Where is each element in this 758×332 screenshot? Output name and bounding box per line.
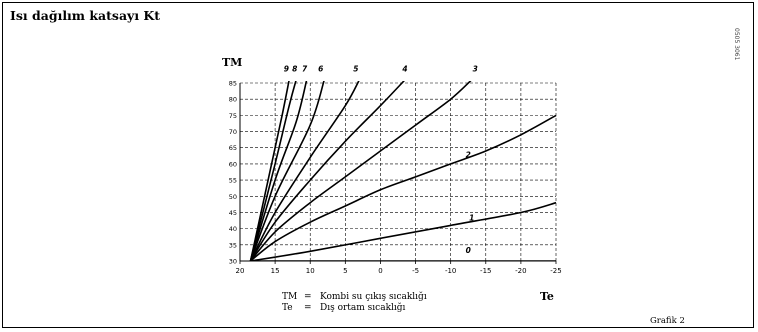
curve-label-7: 7	[302, 65, 308, 74]
x-tick-label: -20	[515, 267, 526, 275]
curve-kt-3	[249, 81, 472, 261]
y-tick-label: 65	[229, 144, 237, 152]
y-tick-label: 70	[229, 128, 237, 136]
x-axis-label: Te	[540, 290, 554, 303]
curves	[249, 81, 557, 261]
x-tick-label: 20	[236, 267, 245, 275]
legend-equals: =	[304, 303, 312, 313]
y-tick-label: 55	[229, 177, 237, 185]
y-tick-label: 50	[229, 193, 237, 201]
curve-kt-5	[249, 81, 360, 261]
y-tick-label: 40	[229, 225, 237, 233]
curve-label-8: 8	[292, 65, 297, 74]
x-tick-label: 10	[306, 267, 315, 275]
curve-label-2: 2	[466, 150, 471, 159]
curve-kt-8	[249, 81, 297, 261]
curve-kt-4	[249, 81, 405, 261]
x-tick-label: -10	[445, 267, 456, 275]
y-tick-label: 30	[229, 258, 237, 266]
y-tick-label: 35	[229, 241, 237, 249]
x-tick-label: 5	[343, 267, 347, 275]
curve-kt-6	[249, 81, 325, 261]
x-tick-label: -25	[550, 267, 561, 275]
curve-kt-1	[250, 201, 557, 261]
legend: TM = Kombi su çıkış sıcaklığı Te = Dış ortam…	[282, 292, 427, 314]
curve-label-4: 4	[402, 65, 407, 74]
curve-label-1: 1	[469, 214, 474, 223]
curve-kt-9	[249, 81, 290, 261]
footer-label: Grafik 2	[650, 316, 685, 326]
y-tick-label: 80	[229, 96, 237, 104]
x-tick-label: -5	[412, 267, 419, 275]
x-tick-label: -15	[480, 267, 491, 275]
curve-label-5: 5	[353, 65, 358, 74]
curve-kt-2	[250, 114, 557, 261]
y-tick-label: 60	[229, 160, 237, 168]
chart-frame	[2, 2, 754, 328]
legend-row-te: Te = Dış ortam sıcaklığı	[282, 303, 427, 314]
y-tick-label: 45	[229, 209, 237, 217]
curve-label-3: 3	[473, 65, 478, 74]
legend-desc: Dış ortam sıcaklığı	[320, 303, 406, 313]
grid-lines	[240, 82, 557, 261]
curve-kt-7	[249, 81, 308, 261]
legend-equals: =	[304, 292, 312, 302]
curve-label-6: 6	[318, 65, 323, 74]
y-tick-label: 75	[229, 112, 237, 120]
x-tick-label: 15	[271, 267, 280, 275]
legend-row-tm: TM = Kombi su çıkış sıcaklığı	[282, 292, 427, 303]
legend-key: TM	[282, 292, 298, 302]
x-tick-label: 0	[378, 267, 382, 275]
curve-label-0: 0	[466, 246, 471, 255]
chart-title: Isı dağılım katsayı Kt	[10, 8, 161, 23]
curve-label-9: 9	[284, 65, 289, 74]
legend-desc: Kombi su çıkış sıcaklığı	[320, 292, 427, 302]
legend-key: Te	[282, 303, 293, 313]
y-axis-label: TM	[222, 56, 242, 69]
y-tick-label: 85	[229, 80, 237, 88]
